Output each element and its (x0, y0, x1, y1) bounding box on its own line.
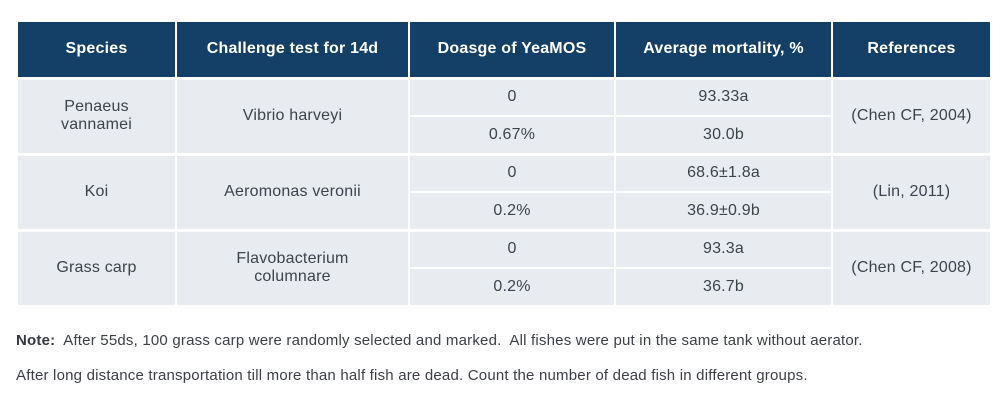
note-line-2: After long distance transportation till … (16, 366, 981, 386)
table-row: Koi Aeromonas veronii 0 68.6±1.8a (Lin, … (16, 152, 992, 231)
challenge-cell: Vibrio harveyi (175, 76, 410, 155)
dosage-cell: 0.67% (408, 115, 616, 155)
col-header-challenge: Challenge test for 14d (175, 20, 410, 79)
challenge-cell: Flavobacterium columnare (175, 228, 410, 307)
mortality-cell: 36.7b (614, 267, 833, 307)
col-header-references: References (831, 20, 992, 79)
note-label: Note: (16, 332, 56, 349)
mortality-cell: 68.6±1.8a (614, 152, 833, 193)
col-header-dosage: Doasge of YeaMOS (408, 20, 616, 79)
note: Note: After 55ds, 100 grass carp were ra… (16, 331, 981, 386)
page: Species Challenge test for 14d Doasge of… (16, 20, 992, 386)
species-cell: Koi (16, 152, 177, 231)
note-line-1: Note: After 55ds, 100 grass carp were ra… (16, 331, 981, 351)
table-row: 0.67% 30.0b (17, 115, 991, 155)
col-header-mortality: Average mortality, % (614, 20, 833, 79)
table-row: 0.2% 36.7b (17, 267, 991, 307)
species-cell: Penaeus vannamei (16, 76, 177, 155)
challenge-cell: Aeromonas veronii (175, 152, 410, 231)
reference-cell: (Chen CF, 2008) (831, 228, 992, 307)
dosage-cell: 0 (408, 76, 616, 117)
dosage-cell: 0 (408, 152, 616, 193)
dosage-cell: 0.2% (408, 191, 616, 231)
mortality-cell: 36.9±0.9b (614, 191, 833, 231)
mortality-cell: 93.33a (614, 76, 833, 117)
dosage-cell: 0 (408, 228, 616, 269)
col-header-species: Species (16, 20, 177, 79)
mortality-cell: 93.3a (614, 228, 833, 269)
mortality-table: Species Challenge test for 14d Doasge of… (16, 20, 992, 307)
reference-cell: (Lin, 2011) (831, 152, 992, 231)
reference-cell: (Chen CF, 2004) (831, 76, 992, 155)
table-row: Penaeus vannamei Vibrio harveyi 0 93.33a… (16, 76, 992, 155)
mortality-cell: 30.0b (614, 115, 833, 155)
table-row: Grass carp Flavobacterium columnare 0 93… (16, 228, 992, 307)
table-row: 0.2% 36.9±0.9b (17, 191, 991, 231)
species-cell: Grass carp (16, 228, 177, 307)
header-row: Species Challenge test for 14d Doasge of… (16, 20, 992, 79)
dosage-cell: 0.2% (408, 267, 616, 307)
note-line1-text: After 55ds, 100 grass carp were randomly… (55, 332, 863, 349)
note-line2-text: After long distance transportation till … (16, 367, 808, 384)
